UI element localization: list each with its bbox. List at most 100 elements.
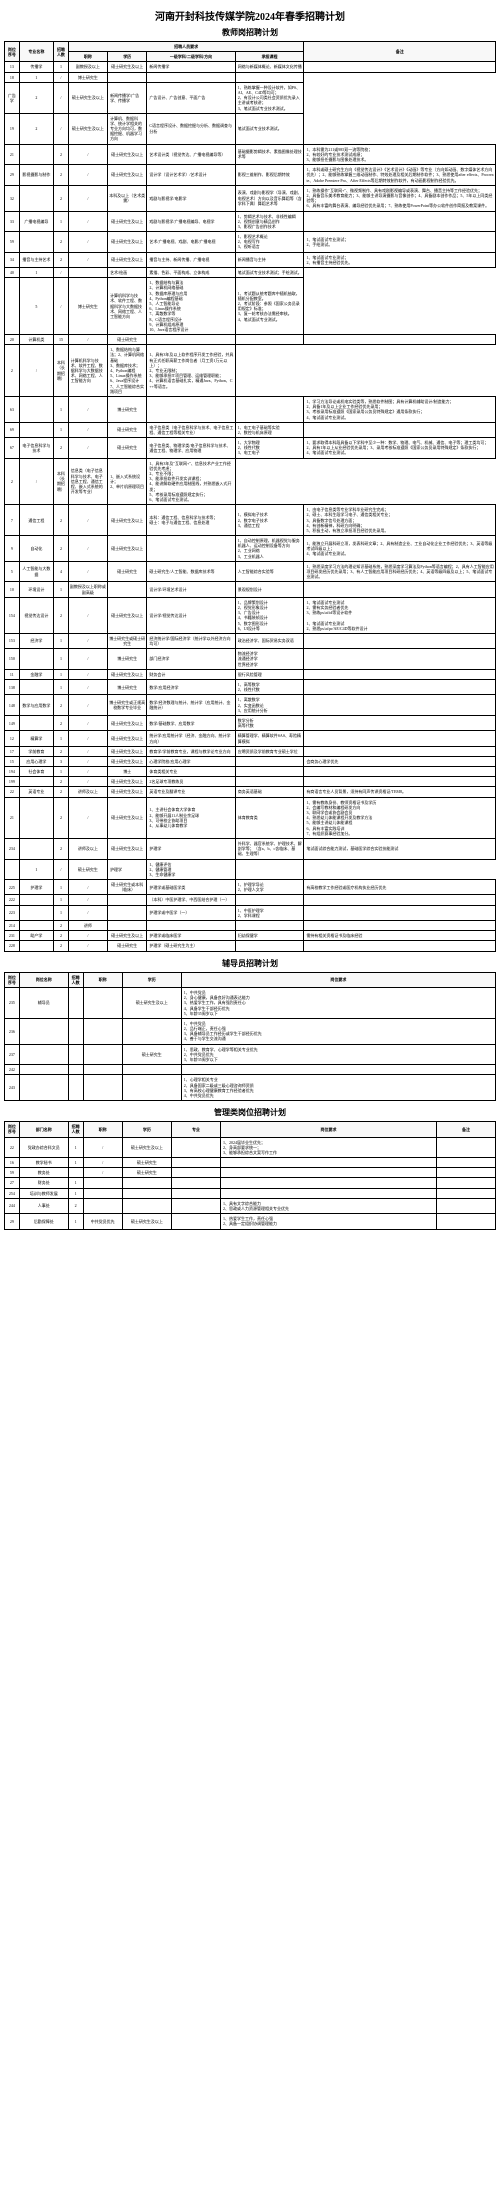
cell — [122, 1198, 171, 1213]
cell: 设计学（设计艺术学）/艺术设计 — [147, 165, 235, 186]
cell — [83, 987, 122, 1018]
cell — [19, 715, 53, 730]
table-row: 5/博士研究生计算机科学与技术、软件工程、数据科学与大数据技术、网络工程、人工智… — [5, 278, 496, 335]
cell: / — [68, 211, 107, 232]
cell: 2 — [54, 838, 69, 859]
cell: 1、大学物理 2、线性代数 3、电工电子 — [235, 438, 304, 459]
cell — [68, 987, 83, 1018]
table-row: 17学前教育2/硕士研究生及以上教育学/学前教育专业，课程与教学论专业方向应聘资… — [5, 746, 496, 756]
th3-num: 招聘人数 — [68, 1122, 83, 1137]
cell: 副教授及以上 — [68, 62, 107, 72]
cell — [304, 731, 496, 746]
cell: 硕士研究生及以上 — [108, 931, 147, 941]
cell — [108, 921, 147, 931]
cell: 1、熟悉深度学习方法的理论知识基础系统，熟悉深度学习算法及Python等语言编程… — [304, 561, 496, 582]
cell: 后勤保障处 — [19, 1214, 68, 1229]
cell: / — [68, 438, 107, 459]
cell: 本科：通信工程、信息科学与技术等； 硕士：电子与通信工程、信息处理 — [147, 505, 235, 536]
cell — [304, 695, 496, 716]
cell: 基础摄影剪辑技术、素描图像处理技术等 — [235, 144, 304, 165]
cell: 硕士研究生及以上 — [108, 536, 147, 562]
cell: 1 — [54, 62, 69, 72]
table-row: 242 — [5, 1065, 496, 1075]
cell: 会商务心理学优先 — [304, 756, 496, 766]
cell — [19, 797, 53, 838]
cell: 博士研究生 — [108, 649, 147, 670]
cell: 1 — [68, 1188, 83, 1198]
cell: / — [19, 458, 53, 505]
cell — [19, 941, 53, 951]
cell: 2 — [54, 252, 69, 267]
cell — [122, 1018, 181, 1044]
cell: 148 — [5, 695, 20, 716]
cell: 199 — [5, 777, 20, 787]
cell: 金融学 — [19, 669, 53, 679]
cell — [83, 1044, 122, 1065]
cell: 1 — [54, 633, 69, 648]
cell: 商务英语基础 — [235, 787, 304, 797]
cell — [171, 1137, 220, 1158]
cell: 1、护理学导论 2、护理人文学 — [235, 880, 304, 895]
cell: 1、具有文字综合能力 2、思政或人力资源管理相关专业优先 — [220, 1198, 436, 1213]
cell — [437, 1168, 496, 1178]
cell: 设计学/环境艺术设计 — [147, 582, 235, 597]
cell — [235, 756, 304, 766]
cell: 1、高等数学 2、线性代数 — [235, 680, 304, 695]
cell: （本科）中医护理学、中西医结合护理（一） — [147, 895, 235, 905]
cell: 244 — [5, 1198, 20, 1213]
cell: / — [68, 633, 107, 648]
cell: 1、热爱学生工作，责任心强 2、具备一定组织协调管理能力 — [220, 1214, 436, 1229]
cell: / — [68, 649, 107, 670]
cell: 2 — [54, 746, 69, 756]
cell: 29 — [5, 165, 20, 186]
cell: 1、中共党员 2、身心健康，具备良好沟通表达能力 3、热爱学生工作，具有强烈责任… — [181, 987, 495, 1018]
cell — [68, 1018, 83, 1044]
table-row: 29后勤保障处1中共党员优先硕士研究生及以上1、热爱学生工作，责任心强 2、具备… — [5, 1214, 496, 1229]
cell: 护理学 — [19, 880, 53, 895]
cell — [235, 859, 304, 880]
th3-remark: 备注 — [437, 1122, 496, 1137]
table-row: 212/硕士研究生及以上1、主讲社会体育大学体育 2、能够开展11人制业余足球 … — [5, 797, 496, 838]
table-row: 7通信工程2/硕士研究生及以上本科：通信工程、信息科学与技术等； 硕士：电子与通… — [5, 505, 496, 536]
cell: / — [68, 880, 107, 895]
cell: 中共党员优先 — [83, 1214, 122, 1229]
cell — [304, 746, 496, 756]
table-row: 16教学秘书1/硕士研究生 — [5, 1158, 496, 1168]
cell: 硕士研究生 — [68, 859, 107, 880]
cell: 21 — [5, 144, 20, 165]
cell — [235, 335, 304, 345]
cell: 19 — [5, 113, 20, 144]
cell: 2 — [54, 777, 69, 787]
cell — [304, 905, 496, 920]
cell: 1、剪辑艺术与技术、非线性编辑 2、视频创意与精品创作 3、影视广告创作技术 — [235, 211, 304, 232]
cell: 1、数据结构与算法；2、计算机网络基础 3、数据库技术； 4、Python编程 … — [108, 345, 147, 397]
cell: 1 — [68, 1214, 83, 1229]
cell: 英语专业及翻译专业 — [147, 787, 235, 797]
cell: 助产学 — [19, 931, 53, 941]
cell — [437, 1158, 496, 1168]
th3-degree: 学历 — [122, 1122, 171, 1137]
cell: 2 — [54, 438, 69, 459]
cell — [19, 921, 53, 931]
cell: 2 — [54, 797, 69, 838]
cell: 新闻传播学/广告学、传播学 — [108, 82, 147, 113]
cell: 信息类（电子信息科学与技术、电子信息工程、通信工程、嵌入式系统的开发等专业） — [68, 458, 107, 505]
cell: 精算管理学、精算软件SAS、寿险精算模拟 — [235, 731, 304, 746]
table-row: 235辅导员硕士研究生及以上1、中共党员 2、身心健康，具备良好沟通表达能力 3… — [5, 987, 496, 1018]
cell: 16 — [5, 1158, 20, 1168]
cell: 护理学 — [108, 859, 147, 880]
cell: 部门经济学 — [147, 649, 235, 670]
cell: 4 — [54, 561, 69, 582]
cell: / — [68, 422, 107, 437]
cell: 1、心理学相关专业 2、具备国家二级或三级心理咨询师资质 3、有高校心理健康教育… — [181, 1075, 495, 1101]
cell: 254 — [5, 1188, 20, 1198]
cell: 计算机科学与技术、软件工程、数据科学与大数据技术、网络工程、人工智能方向 — [68, 345, 107, 397]
th-remark: 备注 — [304, 42, 496, 62]
table-row: 2/本科（长期招聘）信息类（电子信息科学与技术、电子信息工程、通信工程、嵌入式系… — [5, 458, 496, 505]
cell — [235, 941, 304, 951]
cell — [304, 335, 496, 345]
cell: 2 — [54, 144, 69, 165]
table-row: 2431、心理学相关专业 2、具备国家二级或三级心理咨询师资质 3、有高校心理健… — [5, 1075, 496, 1101]
cell: 1 — [54, 649, 69, 670]
table-row: 59教务处/硕士研究生 — [5, 1168, 496, 1178]
